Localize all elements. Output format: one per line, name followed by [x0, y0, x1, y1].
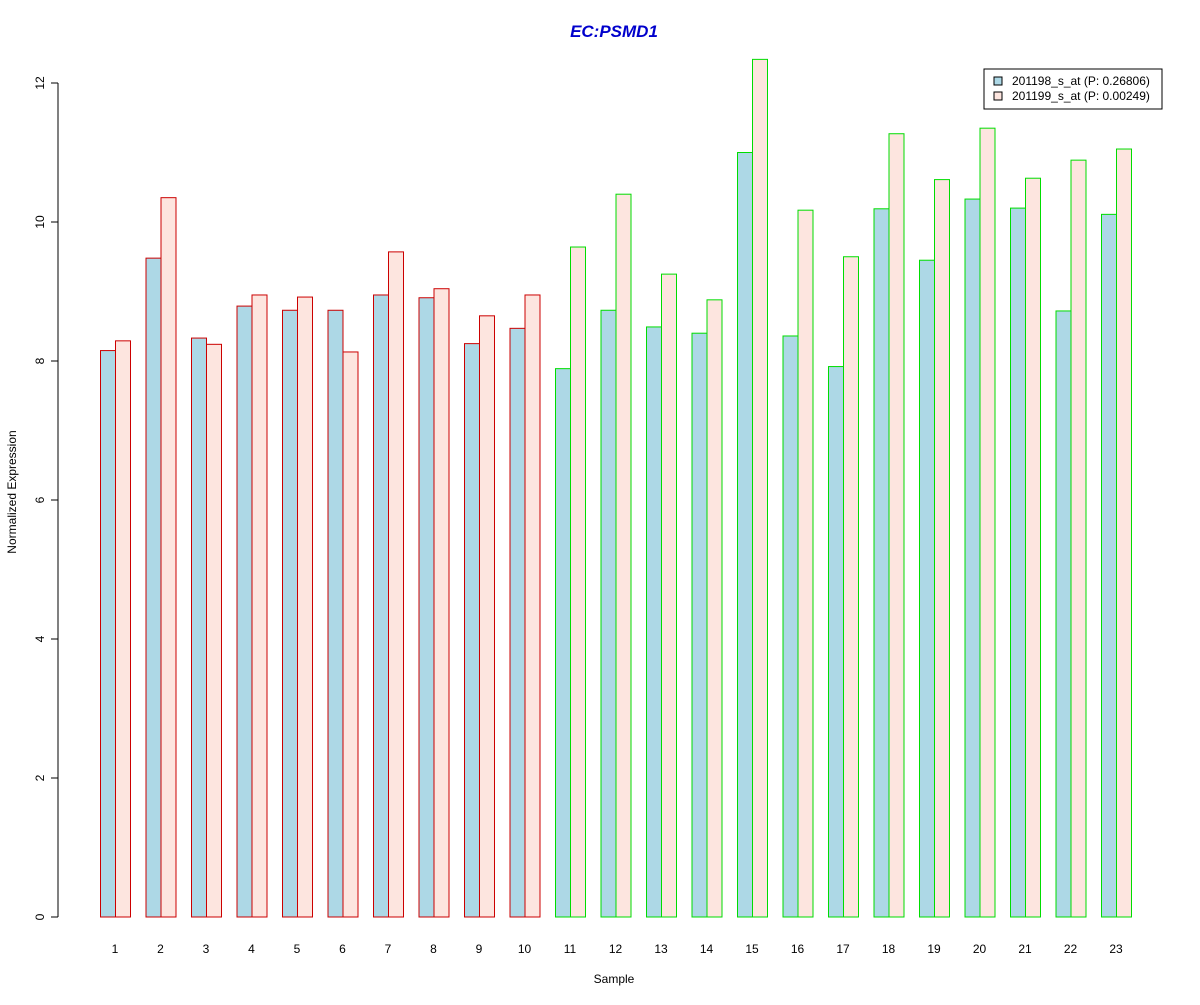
bar-sample-20-series-1: [964, 198, 981, 918]
x-tick-label: 20: [973, 942, 987, 956]
legend-label-2: 201199_s_at (P: 0.00249): [1012, 89, 1150, 103]
bar-sample-8-series-1: [418, 297, 435, 918]
bar-sample-23-series-2: [1116, 148, 1132, 918]
bar-sample-19-series-2: [934, 179, 950, 918]
x-tick-label: 15: [745, 942, 759, 956]
chart-title: EC:PSMD1: [570, 22, 658, 41]
bar-sample-4-series-2: [251, 294, 268, 918]
y-tick-label: 2: [33, 774, 47, 781]
y-tick-label: 0: [33, 913, 47, 920]
bar-sample-14-series-2: [706, 299, 723, 918]
x-tick-label: 4: [248, 942, 255, 956]
bar-sample-18-series-1: [873, 208, 890, 918]
legend-swatch-1: [993, 76, 1003, 86]
bar-sample-5-series-2: [297, 296, 313, 918]
bar-sample-2-series-2: [160, 197, 177, 918]
bars-group: [100, 58, 1132, 918]
bar-sample-18-series-2: [888, 133, 905, 918]
bar-sample-11-series-2: [570, 246, 586, 918]
bar-sample-2-series-1: [145, 257, 162, 918]
x-tick-label: 6: [339, 942, 346, 956]
bar-sample-16-series-1: [782, 335, 799, 918]
x-tick-label: 12: [609, 942, 623, 956]
legend-label-1: 201198_s_at (P: 0.26806): [1012, 74, 1150, 88]
bar-sample-15-series-1: [737, 152, 753, 918]
bar-sample-17-series-2: [843, 256, 859, 918]
legend-box: [983, 68, 1163, 110]
x-tick-label: 16: [791, 942, 805, 956]
x-tick-label: 3: [203, 942, 210, 956]
bar-sample-11-series-1: [555, 368, 571, 918]
bar-sample-7-series-2: [388, 251, 404, 918]
bar-sample-5-series-1: [282, 309, 298, 918]
x-tick-label: 14: [700, 942, 714, 956]
y-tick-label: 8: [33, 357, 47, 364]
bar-sample-21-series-2: [1025, 177, 1041, 918]
x-tick-labels: 1 2 3 4 5 6 7 8 9 10 11 12 13 14 15 16 17 18 19 20 21 22 23: [112, 942, 1123, 956]
x-tick-label: 2: [157, 942, 164, 956]
x-tick-label: 9: [476, 942, 483, 956]
y-axis-label: Normalized Expression: [5, 430, 19, 553]
x-axis-label: Sample: [594, 972, 635, 986]
bar-sample-9-series-1: [464, 343, 480, 918]
legend-swatch-2: [993, 91, 1003, 101]
bar-sample-4-series-1: [236, 305, 253, 918]
bar-sample-13-series-2: [661, 273, 677, 918]
bar-sample-7-series-1: [373, 294, 389, 918]
y-tick-label: 10: [33, 215, 47, 229]
bar-sample-22-series-2: [1070, 159, 1087, 918]
bar-sample-14-series-1: [691, 332, 708, 918]
y-axis: 0 2 4 6 8 10 12: [33, 76, 59, 920]
bar-sample-12-series-2: [615, 193, 632, 918]
bar-sample-8-series-2: [433, 288, 450, 918]
x-tick-label: 19: [927, 942, 941, 956]
bar-sample-13-series-1: [646, 326, 662, 918]
bar-sample-3-series-1: [191, 337, 207, 918]
bar-sample-21-series-1: [1010, 207, 1026, 918]
legend: 201198_s_at (P: 0.26806)201199_s_at (P: …: [983, 68, 1163, 110]
bar-sample-10-series-1: [509, 327, 526, 918]
y-tick-label: 6: [33, 496, 47, 503]
x-tick-label: 10: [518, 942, 532, 956]
x-tick-label: 5: [294, 942, 301, 956]
y-tick-label: 12: [33, 76, 47, 90]
bar-sample-1-series-2: [115, 340, 131, 918]
x-tick-label: 22: [1064, 942, 1078, 956]
bar-sample-17-series-1: [828, 366, 844, 918]
bar-sample-16-series-2: [797, 209, 814, 918]
bar-sample-9-series-2: [479, 315, 495, 918]
x-tick-label: 7: [385, 942, 392, 956]
x-tick-label: 13: [654, 942, 668, 956]
bar-sample-23-series-1: [1101, 213, 1117, 918]
bar-sample-20-series-2: [979, 127, 996, 918]
bar-sample-1-series-1: [100, 350, 116, 918]
bar-sample-3-series-2: [206, 343, 222, 918]
x-tick-label: 1: [112, 942, 119, 956]
bar-sample-22-series-1: [1055, 310, 1072, 918]
x-tick-label: 11: [564, 942, 577, 956]
bar-sample-15-series-2: [752, 58, 768, 918]
bar-sample-19-series-1: [919, 259, 935, 918]
x-tick-label: 23: [1109, 942, 1123, 956]
x-tick-label: 8: [430, 942, 437, 956]
bar-sample-6-series-2: [342, 351, 359, 918]
x-tick-label: 17: [836, 942, 850, 956]
bar-sample-6-series-1: [327, 309, 344, 918]
bar-sample-12-series-1: [600, 309, 617, 918]
x-tick-label: 21: [1018, 942, 1032, 956]
y-tick-label: 4: [33, 635, 47, 642]
x-tick-label: 18: [882, 942, 896, 956]
bar-sample-10-series-2: [524, 294, 541, 918]
